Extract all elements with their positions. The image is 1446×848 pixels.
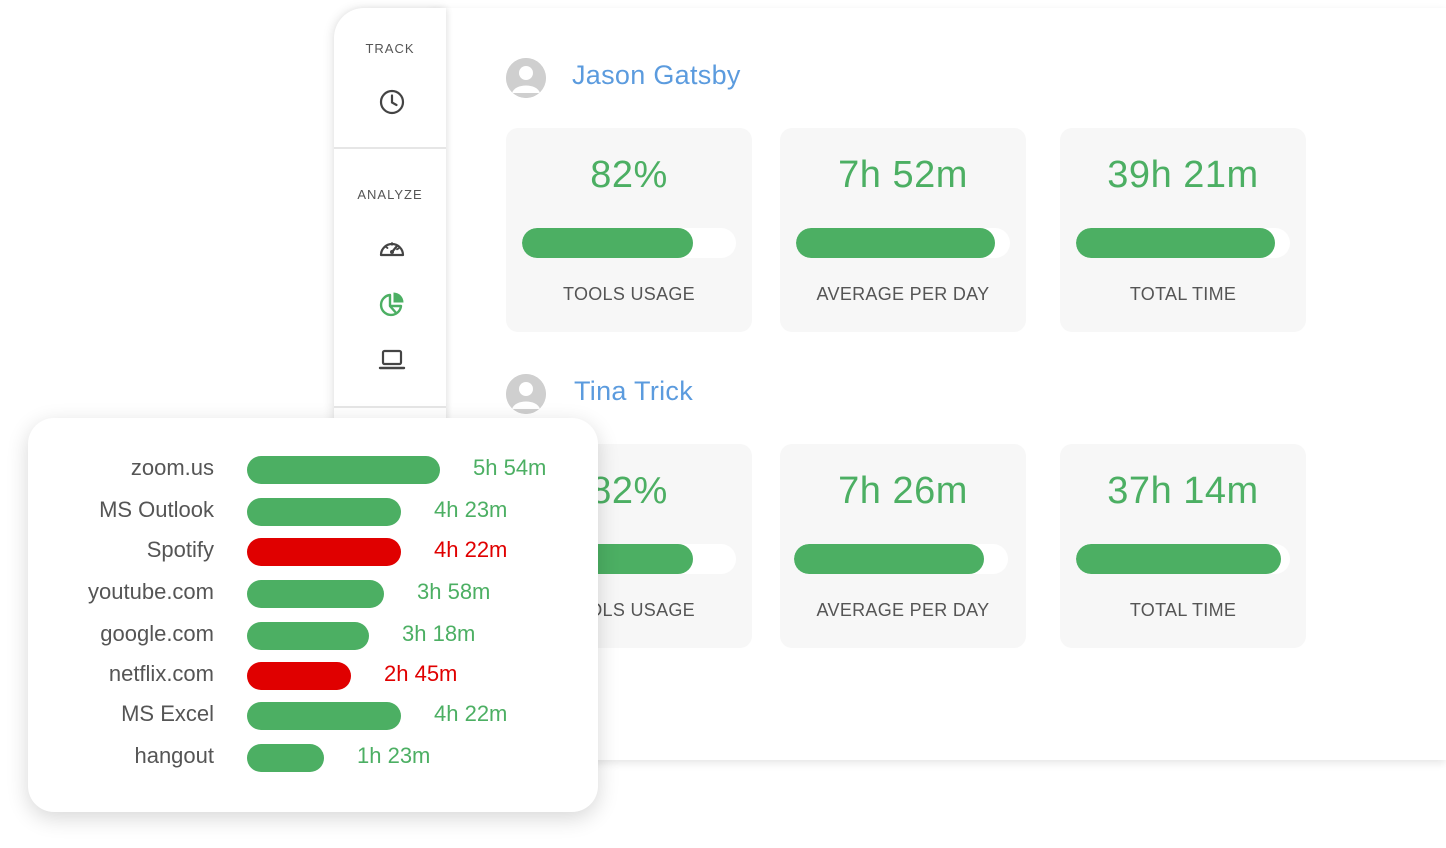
app-row[interactable]: zoom.us 5h 54m	[28, 454, 598, 484]
progress-fill	[1076, 228, 1276, 258]
user-name[interactable]: Jason Gatsby	[572, 60, 741, 90]
stat-card-tools-usage: 82% TOOLS USAGE	[506, 128, 752, 332]
progress-track	[1076, 228, 1290, 258]
app-time: 1h 23m	[357, 743, 431, 768]
app-name: MS Excel	[121, 701, 214, 726]
app-usage-panel: zoom.us 5h 54m MS Outlook 4h 23m Spotify 4h 2…	[28, 418, 598, 812]
app-name: MS Outlook	[99, 497, 214, 522]
app-usage-bar	[247, 744, 324, 772]
user-name[interactable]: Tina Trick	[574, 376, 694, 406]
progress-fill	[796, 228, 996, 258]
app-time: 3h 18m	[402, 621, 476, 646]
laptop-icon[interactable]	[377, 345, 407, 375]
clock-icon[interactable]	[377, 87, 407, 117]
app-row[interactable]: netflix.com 2h 45m	[28, 660, 598, 690]
stat-label: TOTAL TIME	[1129, 600, 1237, 620]
stat-value: 82%	[590, 470, 668, 512]
stat-label: AVERAGE PER DAY	[816, 600, 990, 620]
progress-track	[1076, 544, 1290, 574]
app-name: hangout	[134, 743, 214, 768]
progress-track	[796, 228, 1010, 258]
avatar	[506, 58, 546, 98]
app-row[interactable]: Spotify 4h 22m	[28, 536, 598, 566]
app-usage-bar	[247, 456, 440, 484]
sidebar-divider	[334, 147, 446, 149]
speedometer-icon[interactable]	[377, 234, 407, 264]
app-time: 4h 22m	[434, 701, 508, 726]
app-row[interactable]: MS Outlook 4h 23m	[28, 496, 598, 526]
app-row[interactable]: MS Excel 4h 22m	[28, 700, 598, 730]
stat-label: TOOLS USAGE	[562, 284, 695, 304]
progress-fill	[1076, 544, 1282, 574]
progress-fill	[794, 544, 985, 574]
app-name: zoom.us	[130, 455, 214, 480]
sidebar-section-analyze-label: ANALYZE	[357, 187, 423, 202]
stat-value: 7h 52m	[838, 154, 968, 196]
app-row[interactable]: google.com 3h 18m	[28, 620, 598, 650]
app-name: youtube.com	[88, 579, 214, 604]
progress-fill	[522, 228, 694, 258]
app-time: 4h 22m	[434, 537, 508, 562]
stat-card-average-per-day: 7h 52m AVERAGE PER DAY	[780, 128, 1026, 332]
app-time: 3h 58m	[417, 579, 491, 604]
stat-value: 39h 21m	[1107, 154, 1259, 196]
sidebar: TRACK ANALYZE	[334, 8, 446, 428]
pie-chart-icon[interactable]	[377, 289, 407, 319]
app-usage-bar	[247, 498, 401, 526]
progress-track	[522, 228, 736, 258]
stat-label: AVERAGE PER DAY	[816, 284, 990, 304]
app-time: 5h 54m	[473, 455, 547, 480]
progress-track	[794, 544, 1008, 574]
app-usage-bar	[247, 662, 351, 690]
app-name: netflix.com	[108, 661, 214, 686]
stat-value: 7h 26m	[838, 470, 968, 512]
stat-card-average-per-day: 7h 26m AVERAGE PER DAY	[780, 444, 1026, 648]
stat-value: 37h 14m	[1107, 470, 1259, 512]
app-usage-bar	[247, 538, 401, 566]
stat-value: 82%	[590, 154, 668, 196]
avatar	[506, 374, 546, 414]
app-usage-bar	[247, 580, 384, 608]
app-row[interactable]: hangout 1h 23m	[28, 742, 598, 772]
sidebar-section-track-label: TRACK	[365, 41, 415, 56]
stat-card-total-time: 39h 21m TOTAL TIME	[1060, 128, 1306, 332]
app-time: 4h 23m	[434, 497, 508, 522]
app-name: google.com	[100, 621, 214, 646]
app-row[interactable]: youtube.com 3h 58m	[28, 578, 598, 608]
app-time: 2h 45m	[384, 661, 458, 686]
app-usage-bar	[247, 622, 369, 650]
sidebar-divider	[334, 406, 446, 408]
stat-card-total-time: 37h 14m TOTAL TIME	[1060, 444, 1306, 648]
stat-label: TOTAL TIME	[1129, 284, 1237, 304]
app-name: Spotify	[146, 537, 214, 562]
app-usage-bar	[247, 702, 401, 730]
